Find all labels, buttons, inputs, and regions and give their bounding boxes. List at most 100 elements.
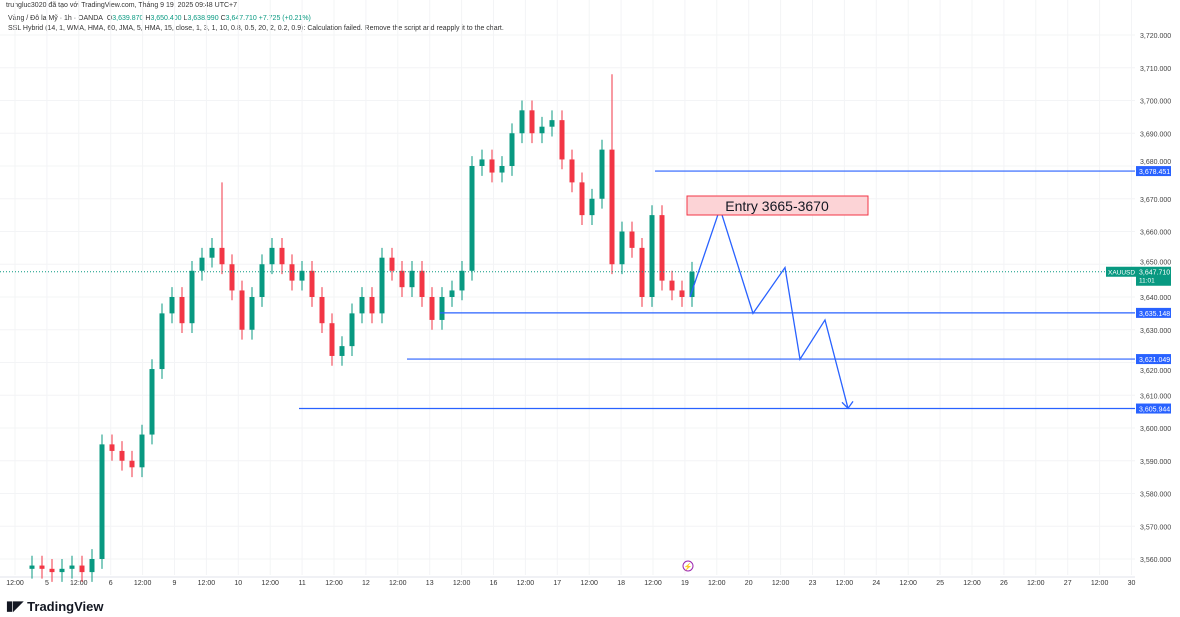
level-price-label: 3,621.049: [1139, 357, 1170, 364]
candle-body: [299, 270, 305, 281]
indicator-legend[interactable]: SSL Hybrid (14, 1, WMA, HMA, 60, JMA, 5,…: [8, 25, 504, 32]
symbol-tag-text: XAUUSD: [1108, 270, 1135, 277]
y-tick-label: 3,560.000: [1140, 557, 1171, 564]
x-tick-label: 12:00: [836, 580, 854, 587]
projection-path: [689, 206, 849, 409]
candle-body: [39, 565, 45, 569]
countdown: 11:01: [1139, 278, 1155, 285]
level-price-label: 3,635.148: [1139, 311, 1170, 318]
x-tick-label: 23: [809, 580, 817, 587]
level-price-tag: [1136, 403, 1171, 414]
c-label: C: [220, 15, 226, 22]
candle-body: [339, 346, 345, 356]
y-tick-label: 3,610.000: [1140, 393, 1171, 400]
candle-body: [679, 290, 685, 297]
x-tick-label: 9: [173, 580, 177, 587]
x-tick-label: 12:00: [453, 580, 471, 587]
candle-body: [369, 297, 375, 314]
l-label: L: [183, 15, 188, 22]
x-tick-label: 12:00: [1091, 580, 1109, 587]
candle-body: [609, 149, 615, 265]
candle-body: [169, 297, 175, 314]
entry-box: [686, 195, 869, 216]
x-tick-label: 11: [298, 580, 305, 587]
candle-body: [139, 434, 145, 468]
close-value: 3,647.710: [225, 15, 257, 22]
y-tick-label: 3,720.000: [1140, 33, 1171, 40]
candle-body: [649, 215, 655, 297]
candle-body: [359, 297, 365, 314]
x-tick-label: 27: [1064, 580, 1072, 587]
x-tick-label: 24: [872, 580, 880, 587]
x-tick-label: 12: [362, 580, 370, 587]
candle-body: [469, 166, 475, 271]
candle-body: [489, 159, 495, 173]
candle-body: [669, 280, 675, 291]
x-tick-label: 30: [1128, 580, 1136, 587]
candle-body: [529, 110, 535, 134]
price-chart[interactable]: 3,560.000 3,570.000 3,580.000 3,590.000 3,60…: [0, 0, 1180, 595]
y-tick-label: 3,580.000: [1140, 492, 1171, 499]
high-value: 3,650.400: [150, 15, 182, 22]
x-tick-label: 12:00: [899, 580, 917, 587]
candle-body: [379, 257, 385, 314]
x-tick-label: 12:00: [772, 580, 790, 587]
arrow-head-icon: [841, 400, 854, 410]
x-tick-label: 5: [45, 580, 49, 587]
y-tick-label: 3,710.000: [1140, 66, 1171, 73]
chart-credit: trungluc3020 đã tạo với TradingView.com,…: [6, 2, 238, 9]
candle-body: [79, 565, 85, 573]
entry-label: Entry 3665-3670: [725, 198, 829, 214]
x-tick-label: 12:00: [389, 580, 407, 587]
x-tick-label: 12:00: [6, 580, 24, 587]
candle-body: [689, 271, 695, 297]
x-tick-label: 12:00: [517, 580, 535, 587]
candle-body: [229, 264, 235, 291]
candle-body: [49, 568, 55, 573]
x-tick-label: 6: [109, 580, 113, 587]
x-tick-label: 26: [1000, 580, 1008, 587]
candle-body: [589, 198, 595, 216]
tv-logo-icon: ▮◤: [6, 598, 24, 613]
candle-body: [349, 313, 355, 347]
x-tick-label: 12:00: [708, 580, 726, 587]
y-tick-label: 3,670.000: [1140, 197, 1171, 204]
candle-body: [269, 247, 275, 265]
candle-body: [289, 264, 295, 281]
candle-body: [549, 120, 555, 127]
y-tick-label: 3,630.000: [1140, 328, 1171, 335]
candle-body: [309, 270, 315, 297]
candle-body: [69, 565, 75, 569]
x-tick-label: 12:00: [963, 580, 981, 587]
h-label: H: [145, 15, 151, 22]
x-tick-label: 10: [234, 580, 242, 587]
candle-body: [419, 270, 425, 297]
y-tick-label: 3,640.000: [1140, 295, 1171, 302]
candle-body: [569, 159, 575, 183]
symbol-legend: Vàng / Đô la Mỹ · 1h · OANDA O3,639.870 …: [8, 15, 311, 22]
x-tick-label: 20: [745, 580, 753, 587]
x-tick-label: 17: [553, 580, 561, 587]
logo-text: TradingView: [27, 598, 104, 614]
candle-body: [89, 559, 95, 573]
y-tick-label: 3,620.000: [1140, 368, 1171, 375]
candle-body: [389, 257, 395, 271]
x-tick-label: 12:00: [134, 580, 152, 587]
candle-body: [239, 290, 245, 330]
x-tick-label: 12:00: [644, 580, 662, 587]
candle-body: [599, 149, 605, 199]
level-price-tag: [1136, 166, 1171, 177]
candle-body: [119, 450, 125, 461]
candle-body: [279, 247, 285, 265]
x-tick-label: 16: [490, 580, 498, 587]
x-tick-label: 25: [936, 580, 944, 587]
x-tick-label: 12:00: [580, 580, 598, 587]
candle-body: [29, 565, 35, 569]
candle-body: [459, 270, 465, 291]
candle-body: [519, 110, 525, 134]
candle-body: [129, 460, 135, 468]
symbol-tag: [1106, 266, 1136, 277]
level-price-label: 3,605.944: [1139, 407, 1170, 414]
candle-body: [509, 133, 515, 166]
candle-body: [109, 444, 115, 451]
